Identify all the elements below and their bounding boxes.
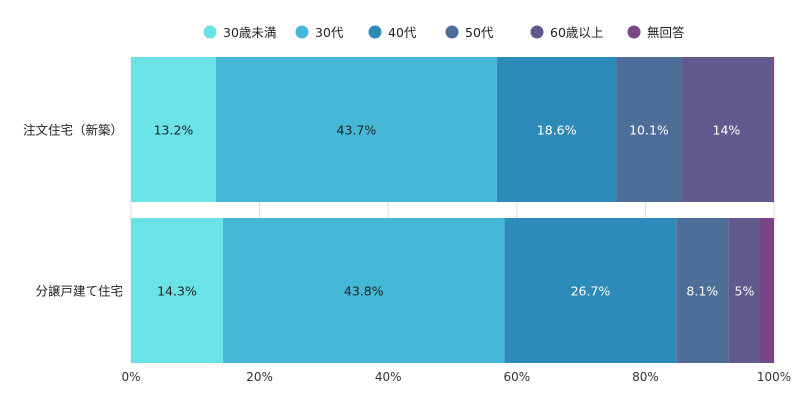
legend-label: 30代	[315, 25, 344, 40]
legend-label: 60歳以上	[550, 25, 603, 40]
category-label: 分譲戸建て住宅	[35, 284, 123, 299]
data-label: 14%	[713, 123, 741, 138]
data-label: 8.1%	[686, 284, 718, 299]
data-label: 5%	[735, 284, 755, 299]
bar-segment	[676, 218, 729, 363]
legend-marker	[627, 25, 641, 39]
category-label: 注文住宅（新築）	[23, 123, 123, 138]
bar-segment	[760, 218, 774, 363]
x-tick-label: 0%	[121, 370, 140, 384]
data-label: 18.6%	[537, 123, 577, 138]
bar-segment	[681, 57, 772, 202]
legend-item[interactable]: 30代	[295, 25, 344, 40]
data-label: 43.7%	[337, 123, 377, 138]
legend-marker	[530, 25, 544, 39]
legend-item[interactable]: 無回答	[627, 25, 686, 40]
data-label: 14.3%	[157, 284, 197, 299]
bar-segment	[131, 218, 223, 363]
x-tick-label: 80%	[632, 370, 659, 384]
x-tick-label: 40%	[375, 370, 402, 384]
legend-label: 30歳未満	[223, 25, 276, 40]
bar-segment	[728, 218, 761, 363]
bar-segment	[504, 218, 677, 363]
data-label: 13.2%	[154, 123, 194, 138]
legend-item[interactable]: 30歳未満	[203, 25, 277, 40]
bar-segment	[222, 218, 505, 363]
legend-marker	[295, 25, 309, 39]
legend-label: 50代	[465, 25, 494, 40]
bar-segment	[131, 57, 216, 202]
legend-item[interactable]: 50代	[445, 25, 494, 40]
x-tick-label: 60%	[503, 370, 530, 384]
bar-segment	[616, 57, 682, 202]
bar-segment	[496, 57, 617, 202]
legend-marker	[368, 25, 382, 39]
data-label: 26.7%	[571, 284, 611, 299]
data-label: 10.1%	[629, 123, 669, 138]
legend-marker	[445, 25, 459, 39]
data-label: 43.8%	[344, 284, 384, 299]
legend-marker	[203, 25, 217, 39]
x-tick-label: 100%	[757, 370, 791, 384]
x-tick-label: 20%	[246, 370, 273, 384]
legend-label: 40代	[388, 25, 417, 40]
legend-label: 無回答	[647, 25, 685, 40]
legend-item[interactable]: 60歳以上	[530, 25, 604, 40]
legend-item[interactable]: 40代	[368, 25, 417, 40]
bar-segment	[215, 57, 497, 202]
bar-segment	[771, 57, 774, 202]
